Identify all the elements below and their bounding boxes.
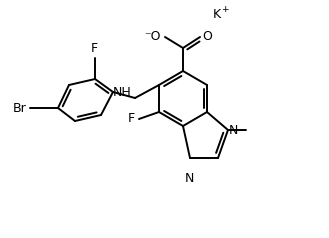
Text: Br: Br	[13, 101, 27, 114]
Text: +: +	[221, 5, 229, 14]
Text: F: F	[128, 113, 135, 125]
Text: NH: NH	[112, 85, 131, 99]
Text: N: N	[184, 172, 194, 185]
Text: ⁻O: ⁻O	[144, 30, 161, 43]
Text: N: N	[229, 124, 239, 137]
Text: F: F	[90, 42, 98, 55]
Text: K: K	[213, 8, 221, 20]
Text: O: O	[202, 30, 212, 43]
